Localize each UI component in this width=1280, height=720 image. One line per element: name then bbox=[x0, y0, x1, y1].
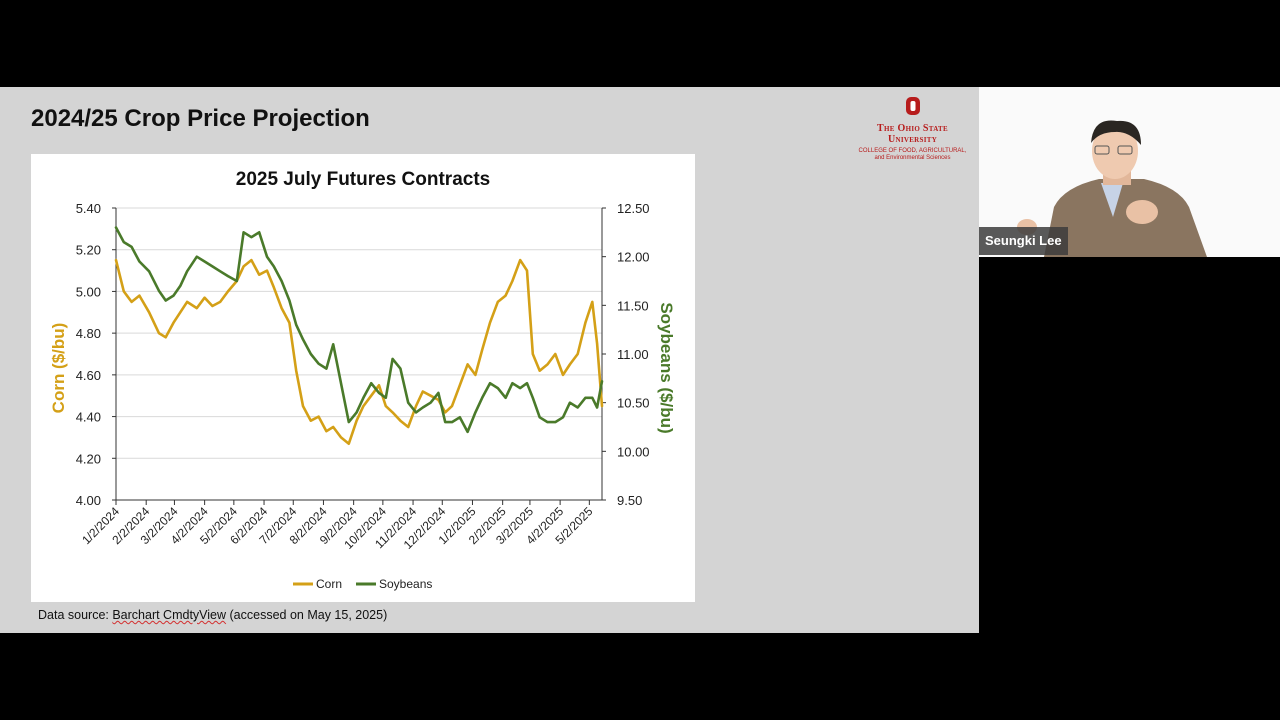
source-link: Barchart CmdtyView bbox=[112, 608, 227, 622]
logo-line-2: University bbox=[887, 134, 938, 145]
source-prefix: Data source: bbox=[38, 608, 113, 622]
chart-card: 2025 July Futures Contracts 4.00 4.20 4.40… bbox=[31, 154, 695, 602]
logo-line-4: and Environmental Sciences bbox=[874, 155, 951, 161]
y-axis-left-label: Corn ($/bu) bbox=[49, 323, 68, 414]
osu-logo: The Ohio State University College of Foo… bbox=[855, 96, 970, 162]
participant-name-tag: Seungki Lee bbox=[979, 227, 1068, 255]
series-line-soybeans bbox=[114, 226, 604, 434]
futures-line-chart: 2025 July Futures Contracts 4.00 4.20 4.40… bbox=[49, 169, 676, 591]
logo-line-1: The Ohio State bbox=[877, 123, 948, 134]
y-right-tick-label: 11.00 bbox=[617, 347, 649, 362]
y-axis-right-label: Soybeans ($/bu) bbox=[657, 302, 676, 433]
y-left-tick-label: 4.00 bbox=[76, 493, 101, 508]
y-right-tick-label: 9.50 bbox=[617, 493, 642, 508]
chart-axes bbox=[112, 207, 606, 505]
y-left-tick-label: 5.40 bbox=[76, 201, 101, 216]
series-line-corn bbox=[114, 258, 604, 446]
legend-label-corn: Corn bbox=[316, 577, 342, 591]
y-right-tick-label: 10.00 bbox=[617, 444, 650, 459]
chart-gridlines bbox=[116, 207, 602, 459]
y-right-tick-label: 10.50 bbox=[617, 396, 650, 411]
legend-label-soybeans: Soybeans bbox=[379, 577, 432, 591]
chart-legend: Corn Soybeans bbox=[293, 577, 432, 591]
y-left-tick-label: 4.60 bbox=[76, 368, 101, 383]
logo-line-3: College of Food, Agricultural, bbox=[858, 148, 967, 154]
y-left-tick-label: 5.00 bbox=[76, 284, 101, 299]
block-o-icon bbox=[905, 97, 920, 115]
chart-tick-labels: 4.00 4.20 4.40 4.60 4.80 5.00 5.20 5.40 9.50 10.0… bbox=[76, 201, 650, 552]
y-right-tick-label: 12.50 bbox=[617, 201, 650, 216]
data-source-note: Data source: Barchart CmdtyView (accesse… bbox=[38, 608, 387, 622]
chart-series bbox=[114, 226, 604, 446]
source-suffix: (accessed on May 15, 2025) bbox=[226, 608, 388, 622]
presentation-slide: 2024/25 Crop Price Projection The Ohio S… bbox=[0, 87, 979, 633]
y-left-tick-label: 4.80 bbox=[76, 326, 101, 341]
y-left-tick-label: 5.20 bbox=[76, 243, 101, 258]
y-left-tick-label: 4.20 bbox=[76, 451, 101, 466]
y-left-tick-label: 4.40 bbox=[76, 410, 101, 425]
y-right-tick-label: 11.50 bbox=[617, 298, 649, 313]
y-right-tick-label: 12.00 bbox=[617, 250, 650, 265]
slide-title: 2024/25 Crop Price Projection bbox=[31, 105, 370, 132]
chart-title: 2025 July Futures Contracts bbox=[236, 169, 490, 190]
participant-video[interactable] bbox=[979, 87, 1280, 257]
